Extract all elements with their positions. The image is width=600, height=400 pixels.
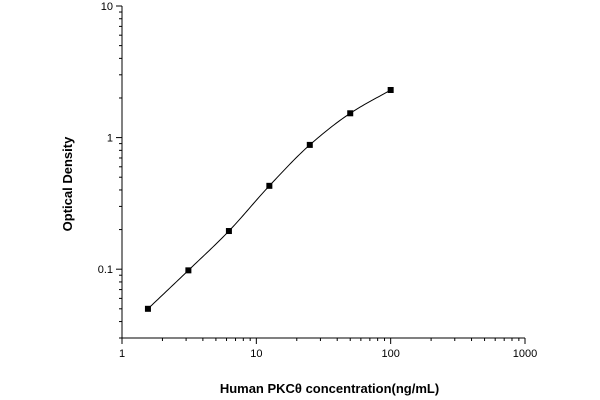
data-point: [225, 228, 232, 235]
x-tick-label: 1000: [513, 348, 537, 360]
y-tick-label: 10: [101, 1, 113, 13]
data-point: [347, 110, 354, 117]
data-points: [144, 86, 394, 312]
x-tick-label: 10: [250, 348, 262, 360]
chart-axes: [121, 6, 525, 339]
data-point: [306, 141, 313, 148]
y-tick-label: 1: [107, 133, 113, 145]
y-tick-label: 0.1: [98, 264, 113, 276]
data-point: [144, 305, 151, 312]
x-axis-title: Human PKCθ concentration(ng/mL): [220, 381, 439, 396]
fit-curve-line: [147, 89, 391, 310]
data-point: [387, 86, 394, 93]
data-point: [266, 182, 273, 189]
y-axis-ticks: 0.1 1 10: [98, 1, 122, 339]
data-point: [185, 267, 192, 274]
x-tick-label: 100: [381, 348, 399, 360]
x-tick-label: 1: [119, 348, 125, 360]
x-axis-ticks: 1 10 100 1000: [119, 338, 537, 360]
y-axis-title: Optical Density: [60, 136, 75, 231]
